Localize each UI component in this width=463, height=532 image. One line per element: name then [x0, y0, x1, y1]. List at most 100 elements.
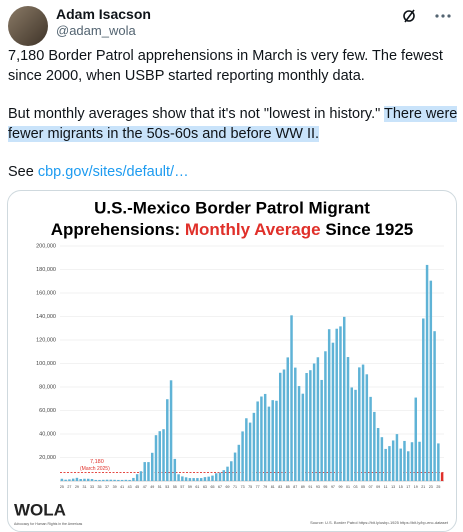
bar — [192, 478, 195, 481]
bar — [83, 478, 86, 481]
x-tick-label: 35 — [98, 485, 102, 489]
x-tick-label: 75 — [248, 485, 252, 489]
bar — [135, 474, 139, 481]
bar — [147, 462, 150, 481]
author-name[interactable]: Adam Isacson — [56, 6, 151, 22]
x-tick-label: 39 — [113, 485, 117, 489]
x-tick-label: 55 — [173, 485, 177, 489]
grok-icon-slash — [404, 9, 415, 23]
avatar[interactable] — [8, 6, 48, 46]
bar — [342, 316, 346, 481]
bar — [105, 479, 109, 481]
x-tick-label: 05 — [361, 485, 365, 489]
x-tick-label: 07 — [369, 485, 373, 489]
author-handle[interactable]: @adam_wola — [56, 23, 136, 38]
x-tick-label: 03 — [354, 485, 358, 489]
y-tick-label: 20,000 — [39, 455, 56, 461]
title-part: Since 1925 — [321, 220, 414, 239]
bar — [60, 478, 64, 481]
chart: U.S.-Mexico Border Patrol Migrant Appreh… — [14, 198, 449, 525]
x-tick-label: 13 — [391, 485, 395, 489]
bar — [294, 367, 297, 481]
bar — [139, 471, 143, 481]
bar — [339, 326, 342, 481]
x-tick-label: 73 — [241, 485, 245, 489]
chart-title: U.S.-Mexico Border Patrol Migrant — [94, 198, 370, 217]
x-tick-label: 51 — [158, 485, 162, 489]
tweet-actions[interactable] — [403, 8, 451, 24]
media-card[interactable]: U.S.-Mexico Border Patrol Migrant Appreh… — [7, 190, 457, 532]
bar — [117, 479, 120, 481]
bar — [241, 431, 244, 481]
more-dot[interactable] — [447, 14, 451, 18]
bar — [373, 411, 376, 481]
bar — [267, 406, 271, 481]
bar — [309, 370, 312, 481]
bar — [440, 472, 444, 481]
bar — [433, 331, 436, 481]
bar — [150, 452, 154, 481]
bar — [395, 434, 399, 481]
grok-icon[interactable] — [403, 10, 415, 22]
bar — [94, 479, 98, 481]
bar — [237, 444, 241, 481]
x-tick-label: 25 — [60, 485, 64, 489]
x-tick-label: 17 — [406, 485, 410, 489]
paragraph: 7,180 Border Patrol apprehensions in Mar… — [8, 48, 443, 84]
bar — [429, 280, 433, 481]
bar — [233, 452, 237, 481]
bar — [218, 472, 222, 481]
bar — [312, 363, 316, 481]
bar — [324, 351, 327, 481]
bar — [86, 478, 90, 481]
bar — [327, 329, 331, 481]
x-tick-label: 93 — [316, 485, 320, 489]
bar — [399, 448, 402, 481]
bar — [418, 441, 421, 481]
bar — [128, 479, 131, 481]
x-tick-label: 69 — [226, 485, 230, 489]
paragraph: But monthly averages show that it's not … — [8, 104, 458, 144]
tweet-text: 7,180 Border Patrol apprehensions in Mar… — [8, 46, 458, 200]
x-tick-label: 11 — [384, 485, 388, 489]
bar — [169, 380, 173, 481]
y-tick-label: 180,000 — [36, 267, 56, 273]
bar — [203, 477, 207, 481]
bar — [196, 478, 199, 481]
link[interactable]: cbp.gov/sites/default/… — [37, 164, 189, 180]
x-tick-label: 89 — [301, 485, 305, 489]
text: But monthly averages show that it's not … — [8, 106, 385, 122]
bar — [109, 479, 113, 481]
bar — [158, 431, 162, 481]
bar — [211, 475, 214, 481]
x-tick-label: 33 — [90, 485, 94, 489]
bar — [199, 478, 203, 481]
text: See — [8, 164, 38, 180]
bar — [350, 387, 354, 481]
x-tick-label: 21 — [421, 485, 425, 489]
more-dot[interactable] — [435, 14, 439, 18]
x-tick-label: 59 — [188, 485, 192, 489]
bar — [331, 342, 335, 481]
paragraph: See cbp.gov/sites/default/… — [8, 162, 458, 182]
bar — [282, 369, 286, 481]
bar — [286, 357, 290, 481]
x-tick-label: 71 — [233, 485, 237, 489]
x-tick-label: 67 — [218, 485, 222, 489]
bar — [226, 466, 229, 481]
bar — [256, 401, 259, 481]
x-tick-label: 49 — [150, 485, 154, 489]
x-tick-label: 85 — [286, 485, 290, 489]
y-tick-label: 120,000 — [36, 337, 56, 343]
more-dot[interactable] — [441, 14, 445, 18]
x-tick-label: 65 — [210, 485, 214, 489]
title-part: Apprehensions: — [51, 220, 185, 239]
bar — [297, 386, 301, 481]
bar — [403, 440, 406, 481]
bar — [376, 428, 380, 481]
x-tick-label: 43 — [128, 485, 132, 489]
bar — [406, 451, 410, 481]
x-tick-label: 25 — [436, 485, 440, 489]
x-tick-label: 57 — [180, 485, 184, 489]
